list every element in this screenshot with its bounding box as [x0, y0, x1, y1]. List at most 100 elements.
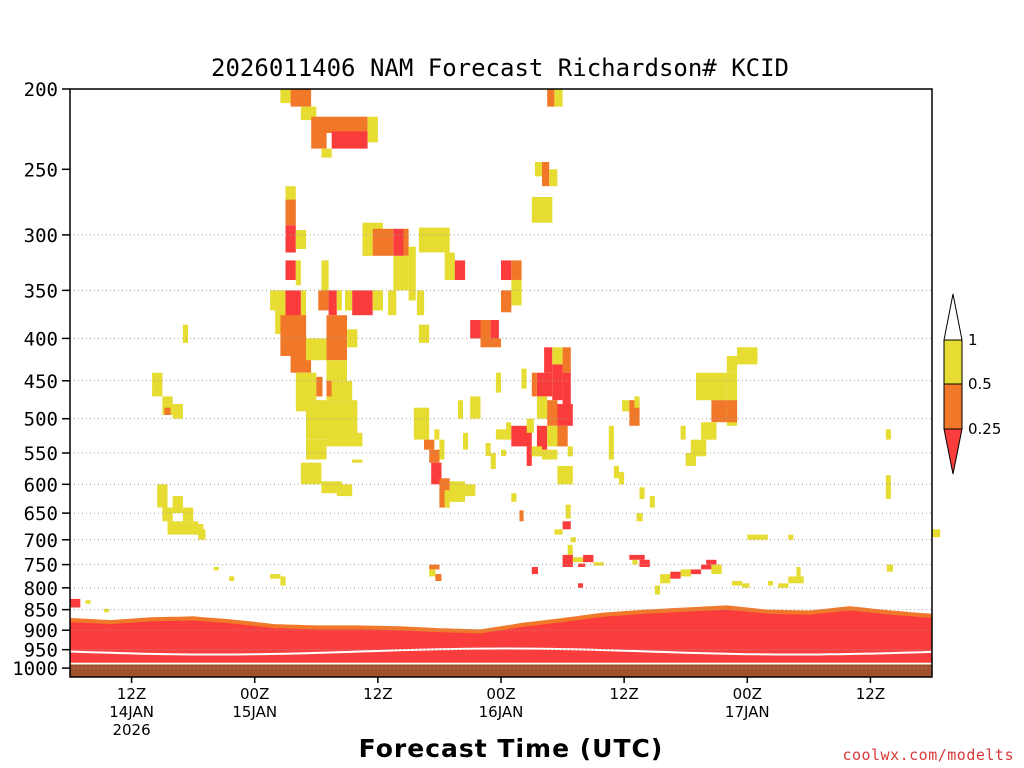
ri-cell	[562, 521, 571, 530]
ri-cell	[326, 380, 332, 397]
ri-cell	[885, 475, 891, 499]
legend: 1 0.5 0.25	[943, 293, 1001, 475]
legend-swatch-r	[943, 428, 963, 475]
ri-cell	[413, 407, 430, 440]
x-tick-label: 12Z	[856, 685, 885, 703]
ri-cell	[501, 449, 507, 457]
ri-cell	[549, 169, 558, 187]
ri-cell	[521, 368, 527, 389]
ri-cell	[280, 89, 291, 104]
ri-cell	[164, 407, 171, 415]
ri-cell	[562, 554, 573, 567]
ri-cell	[552, 364, 563, 401]
ri-cell	[578, 583, 584, 588]
ri-cell	[711, 564, 722, 575]
ri-cell	[570, 537, 576, 543]
ri-cell	[632, 559, 638, 565]
y-axis: 200 250 300 350 400 450 500 550 600 650 700 7508008…	[12, 79, 70, 680]
ri-cell	[701, 564, 712, 570]
ri-cell	[531, 567, 538, 575]
ri-cell	[629, 400, 640, 426]
ri-cell	[454, 260, 466, 280]
ri-cell	[562, 372, 571, 404]
ri-cell	[280, 576, 286, 586]
y-tick-label: 1000	[12, 658, 58, 680]
ri-cell	[321, 260, 329, 291]
ri-cell	[531, 197, 553, 223]
ri-cell	[424, 439, 435, 450]
ri-cell	[796, 567, 801, 577]
x-tick-label: 17JAN	[725, 703, 770, 721]
ri-cell	[306, 439, 327, 460]
ri-cell	[331, 131, 368, 149]
ri-cell	[372, 290, 383, 311]
ri-cell	[634, 396, 640, 408]
ri-cell	[660, 574, 671, 584]
ri-cell	[534, 162, 543, 177]
ri-cell	[311, 116, 327, 149]
ri-cell	[444, 490, 450, 508]
ri-cell	[885, 429, 891, 440]
ri-cell	[457, 400, 463, 419]
y-tick-label: 450	[24, 371, 58, 393]
ri-cell	[519, 510, 524, 522]
x-tick-label: 16JAN	[479, 703, 524, 721]
ri-cell	[352, 459, 363, 463]
ri-cell	[554, 529, 563, 535]
ri-cell	[536, 396, 548, 419]
ri-cell	[639, 559, 650, 567]
y-tick-label: 850	[24, 600, 58, 622]
ri-cell	[649, 496, 655, 508]
ri-cell	[886, 564, 893, 572]
legend-swatch-y	[943, 339, 963, 385]
y-tick-label: 350	[24, 280, 58, 302]
ri-cell	[622, 400, 630, 412]
ri-cell	[300, 462, 322, 485]
ri-cell	[300, 290, 306, 320]
ri-cell	[747, 534, 768, 540]
ri-cell	[352, 290, 373, 316]
ri-cell	[285, 225, 296, 253]
ri-cell	[737, 347, 758, 365]
y-tick-label: 900	[24, 620, 58, 642]
ri-cell	[318, 290, 329, 311]
y-tick-label: 550	[24, 443, 58, 465]
ri-cell	[328, 290, 337, 316]
ri-cell	[326, 315, 347, 361]
ri-cell	[552, 347, 563, 365]
ri-cell	[511, 260, 522, 280]
ri-cell	[608, 425, 614, 460]
ri-cell	[429, 449, 440, 463]
ri-cell	[193, 524, 204, 535]
legend-swatch-top	[943, 293, 963, 341]
ri-cell	[583, 554, 594, 563]
y-tick-label: 400	[24, 328, 58, 350]
ri-cell	[547, 89, 555, 107]
ri-cell	[670, 571, 681, 579]
ri-cell	[429, 564, 440, 570]
ri-cell	[685, 453, 696, 466]
x-tick-label: 15JAN	[232, 703, 277, 721]
ri-cell	[167, 521, 199, 535]
ground-layer	[69, 605, 933, 677]
ri-cell	[557, 465, 573, 485]
ri-cell	[531, 372, 537, 397]
ri-cell	[444, 252, 455, 280]
ri-cell	[182, 507, 194, 522]
ri-cell	[788, 576, 804, 584]
y-tick-label: 500	[24, 409, 58, 431]
y-tick-label: 700	[24, 530, 58, 552]
ri-cell	[613, 465, 619, 479]
chart-title: 2026011406 NAM Forecast Richardson# KCID	[211, 54, 789, 82]
ri-cell	[162, 396, 173, 415]
x-tick-label: 2026	[112, 721, 150, 739]
ri-cell	[470, 396, 481, 419]
ri-cell	[565, 504, 571, 519]
ri-cell	[275, 310, 286, 334]
ri-cell	[326, 432, 363, 447]
ri-cell	[726, 372, 738, 426]
ri-cell	[542, 449, 558, 460]
source-credit[interactable]: coolwx.com/modelts	[842, 746, 1014, 764]
ri-cell	[557, 404, 573, 426]
